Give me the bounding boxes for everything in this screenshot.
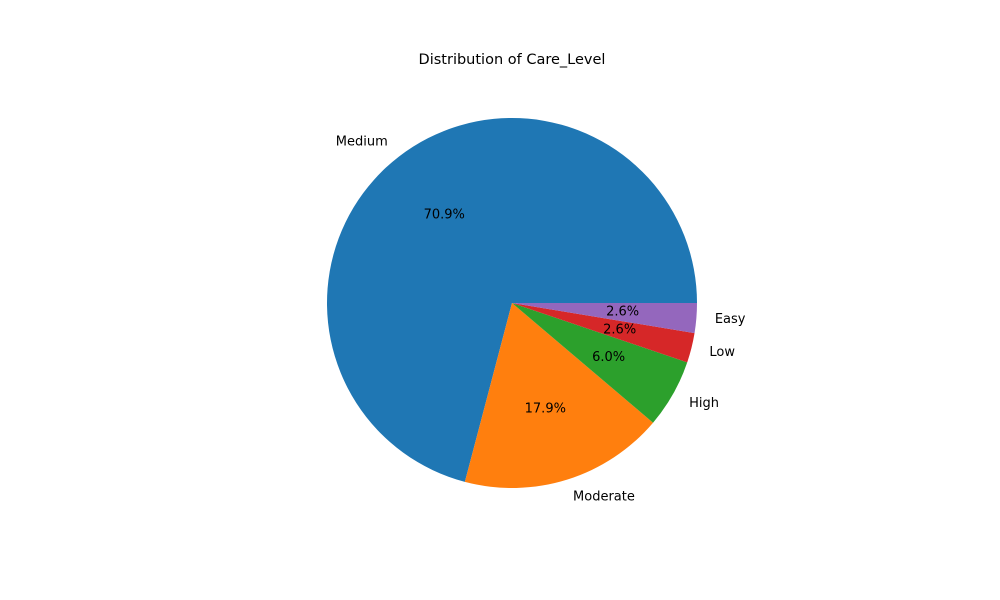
pie-slice-low (512, 303, 695, 363)
pie-slices (327, 118, 697, 488)
percent-label-moderate: 17.9% (525, 401, 566, 416)
percent-label-high: 6.0% (592, 350, 625, 365)
percent-label-medium: 70.9% (424, 208, 465, 223)
pie-slice-medium (327, 118, 697, 482)
slice-label-easy: Easy (715, 312, 746, 327)
pie-slice-high (512, 303, 688, 423)
percent-label-easy: 2.6% (606, 305, 639, 320)
slice-labels: Medium Moderate High Low Easy (336, 134, 746, 504)
slice-label-medium: Medium (336, 134, 388, 149)
pie-slice-easy (512, 303, 697, 334)
pie-slice-moderate (464, 303, 654, 488)
slice-label-high: High (689, 396, 719, 411)
percent-labels: 70.9% 17.9% 6.0% 2.6% 2.6% (424, 208, 640, 417)
percent-label-low: 2.6% (603, 322, 636, 337)
chart-title: Distribution of Care_Level (419, 52, 606, 68)
slice-label-low: Low (709, 345, 735, 360)
slice-label-moderate: Moderate (573, 490, 635, 505)
